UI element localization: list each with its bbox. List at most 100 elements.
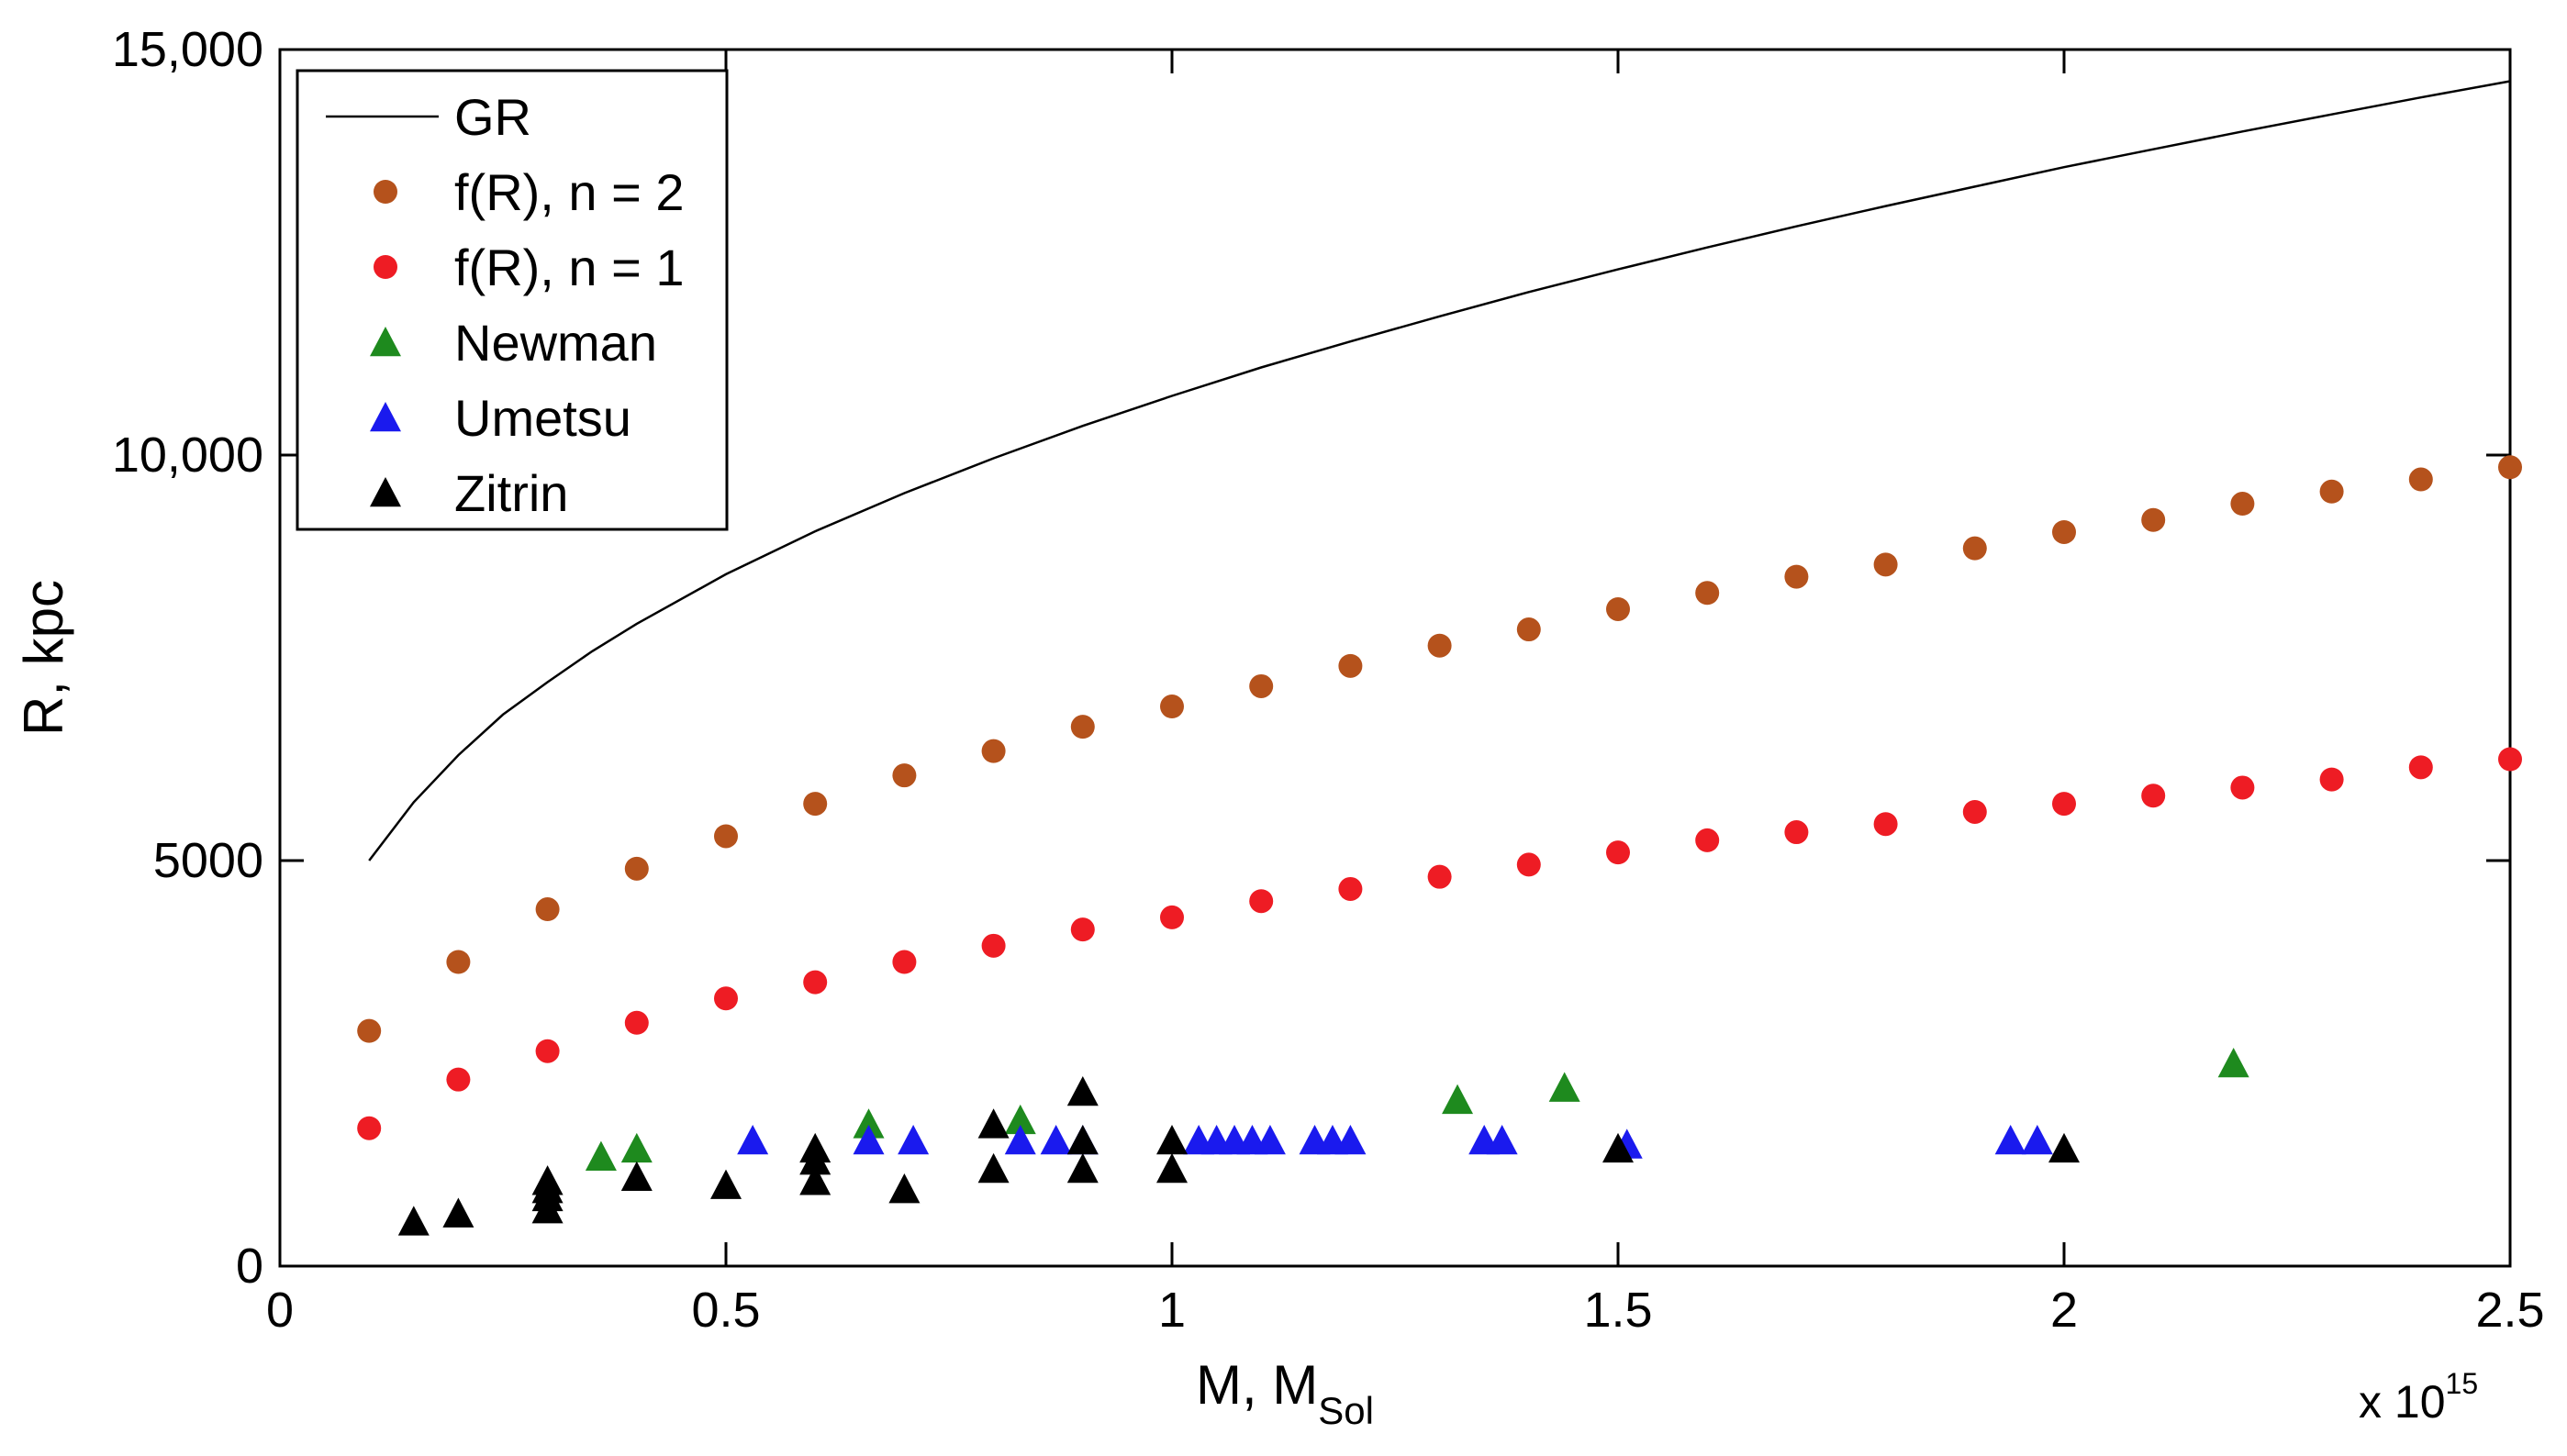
legend-label: Umetsu	[454, 389, 631, 447]
x-axis-multiplier-exponent: 15	[2446, 1367, 2479, 1400]
x-tick-label: 0	[266, 1283, 294, 1338]
data-point-f-r-n-2	[1338, 653, 1363, 678]
data-point-f-r-n-1	[981, 933, 1006, 958]
y-tick-label: 5000	[153, 833, 263, 888]
data-point-zitrin	[977, 1108, 1010, 1139]
data-point-umetsu	[1254, 1124, 1286, 1155]
data-point-f-r-n-2	[2052, 519, 2076, 544]
data-point-f-r-n-1	[2230, 775, 2255, 800]
data-point-newman	[585, 1140, 617, 1171]
legend-swatch-marker	[370, 327, 401, 357]
data-point-umetsu	[737, 1124, 769, 1155]
data-point-f-r-n-2	[1070, 715, 1095, 739]
data-point-zitrin	[397, 1206, 430, 1236]
data-point-newman	[2217, 1048, 2249, 1078]
data-point-f-r-n-1	[1516, 852, 1541, 877]
marker-layer	[357, 455, 2522, 1236]
data-point-f-r-n-1	[624, 1010, 649, 1035]
data-point-f-r-n-2	[803, 792, 828, 817]
x-tick-label: 2	[2050, 1283, 2078, 1338]
data-point-zitrin	[1602, 1132, 1634, 1163]
data-point-f-r-n-2	[1516, 617, 1541, 642]
data-point-f-r-n-1	[1962, 799, 1987, 824]
data-point-f-r-n-2	[2319, 479, 2344, 504]
line-series-layer	[368, 80, 2511, 861]
data-point-f-r-n-2	[1606, 596, 1630, 621]
data-point-f-r-n-2	[1249, 673, 1274, 698]
data-point-zitrin	[442, 1197, 474, 1228]
data-point-umetsu	[2021, 1124, 2053, 1155]
x-tick-label: 0.5	[691, 1283, 760, 1338]
data-point-f-r-n-1	[2141, 784, 2166, 808]
data-point-umetsu	[1994, 1124, 2026, 1155]
data-point-newman	[620, 1132, 653, 1163]
x-tick-label: 2.5	[2475, 1283, 2544, 1338]
x-axis-multiplier-base: x 10	[2359, 1376, 2446, 1428]
data-point-f-r-n-2	[2230, 492, 2255, 517]
data-point-zitrin	[1066, 1124, 1099, 1155]
legend-swatch-marker	[370, 402, 401, 432]
legend-label: f(R), n = 1	[454, 239, 685, 296]
data-point-newman	[1548, 1072, 1580, 1102]
data-point-f-r-n-1	[2498, 747, 2522, 772]
legend: GR f(R), n = 2 f(R), n = 1 Newman Umetsu Zitr…	[296, 69, 729, 531]
data-point-f-r-n-1	[1427, 864, 1452, 889]
data-point-f-r-n-1	[2052, 792, 2076, 817]
y-tick-label: 0	[236, 1239, 263, 1294]
data-point-zitrin	[977, 1152, 1010, 1184]
data-point-f-r-n-1	[892, 950, 917, 974]
data-point-zitrin	[1156, 1152, 1188, 1184]
legend-label: Zitrin	[454, 464, 568, 522]
data-point-f-r-n-2	[714, 824, 738, 849]
data-point-f-r-n-2	[1427, 633, 1452, 658]
data-point-umetsu	[1334, 1124, 1367, 1155]
x-axis-title-main: M, M	[1196, 1354, 1318, 1416]
data-point-f-r-n-2	[446, 950, 471, 974]
data-point-f-r-n-2	[624, 856, 649, 881]
data-point-f-r-n-2	[535, 897, 560, 922]
data-point-f-r-n-1	[1070, 917, 1095, 942]
y-tick-label: 10,000	[112, 428, 263, 483]
data-point-zitrin	[1066, 1075, 1099, 1106]
data-point-f-r-n-2	[892, 763, 917, 788]
data-point-f-r-n-2	[981, 739, 1006, 763]
data-point-f-r-n-1	[1160, 905, 1184, 929]
data-point-f-r-n-2	[1873, 552, 1898, 577]
data-point-f-r-n-1	[1784, 820, 1809, 845]
y-tick-label: 15,000	[112, 22, 263, 77]
x-axis-title-subscript: Sol	[1318, 1389, 1374, 1432]
data-point-zitrin	[620, 1161, 653, 1192]
data-point-zitrin	[799, 1165, 831, 1195]
data-point-f-r-n-2	[357, 1018, 382, 1043]
data-point-umetsu	[1486, 1124, 1518, 1155]
data-point-f-r-n-1	[446, 1067, 471, 1092]
data-point-f-r-n-2	[1695, 581, 1720, 606]
data-point-umetsu	[853, 1124, 885, 1155]
legend-label: Newman	[454, 314, 657, 372]
legend-swatch-marker	[370, 477, 401, 507]
data-point-umetsu	[898, 1124, 930, 1155]
data-point-f-r-n-1	[1695, 828, 1720, 852]
x-tick-label: 1	[1158, 1283, 1186, 1338]
data-point-umetsu	[1040, 1124, 1072, 1155]
data-point-f-r-n-2	[1784, 564, 1809, 589]
series-line-gr	[368, 80, 2511, 861]
legend-label: f(R), n = 2	[454, 163, 685, 221]
data-point-f-r-n-1	[1338, 876, 1363, 901]
legend-swatch-marker	[374, 180, 397, 204]
x-tick-label: 1.5	[1583, 1283, 1652, 1338]
axis-ticks: 0 0.5 1 1.5 2 2.5 0 5000 10,000 15,000	[112, 22, 2545, 1338]
y-axis-title: R, kpc	[13, 580, 74, 736]
data-point-zitrin	[710, 1169, 742, 1199]
data-point-zitrin	[888, 1173, 921, 1204]
data-point-zitrin	[531, 1165, 564, 1195]
x-axis-title: M, MSol	[1196, 1354, 1374, 1432]
data-point-newman	[1004, 1104, 1036, 1135]
data-point-f-r-n-2	[2408, 467, 2433, 492]
data-point-f-r-n-2	[2498, 455, 2522, 480]
data-point-f-r-n-1	[2408, 755, 2433, 780]
data-point-f-r-n-1	[803, 970, 828, 995]
data-point-umetsu	[1004, 1124, 1036, 1155]
data-point-f-r-n-1	[357, 1116, 382, 1140]
